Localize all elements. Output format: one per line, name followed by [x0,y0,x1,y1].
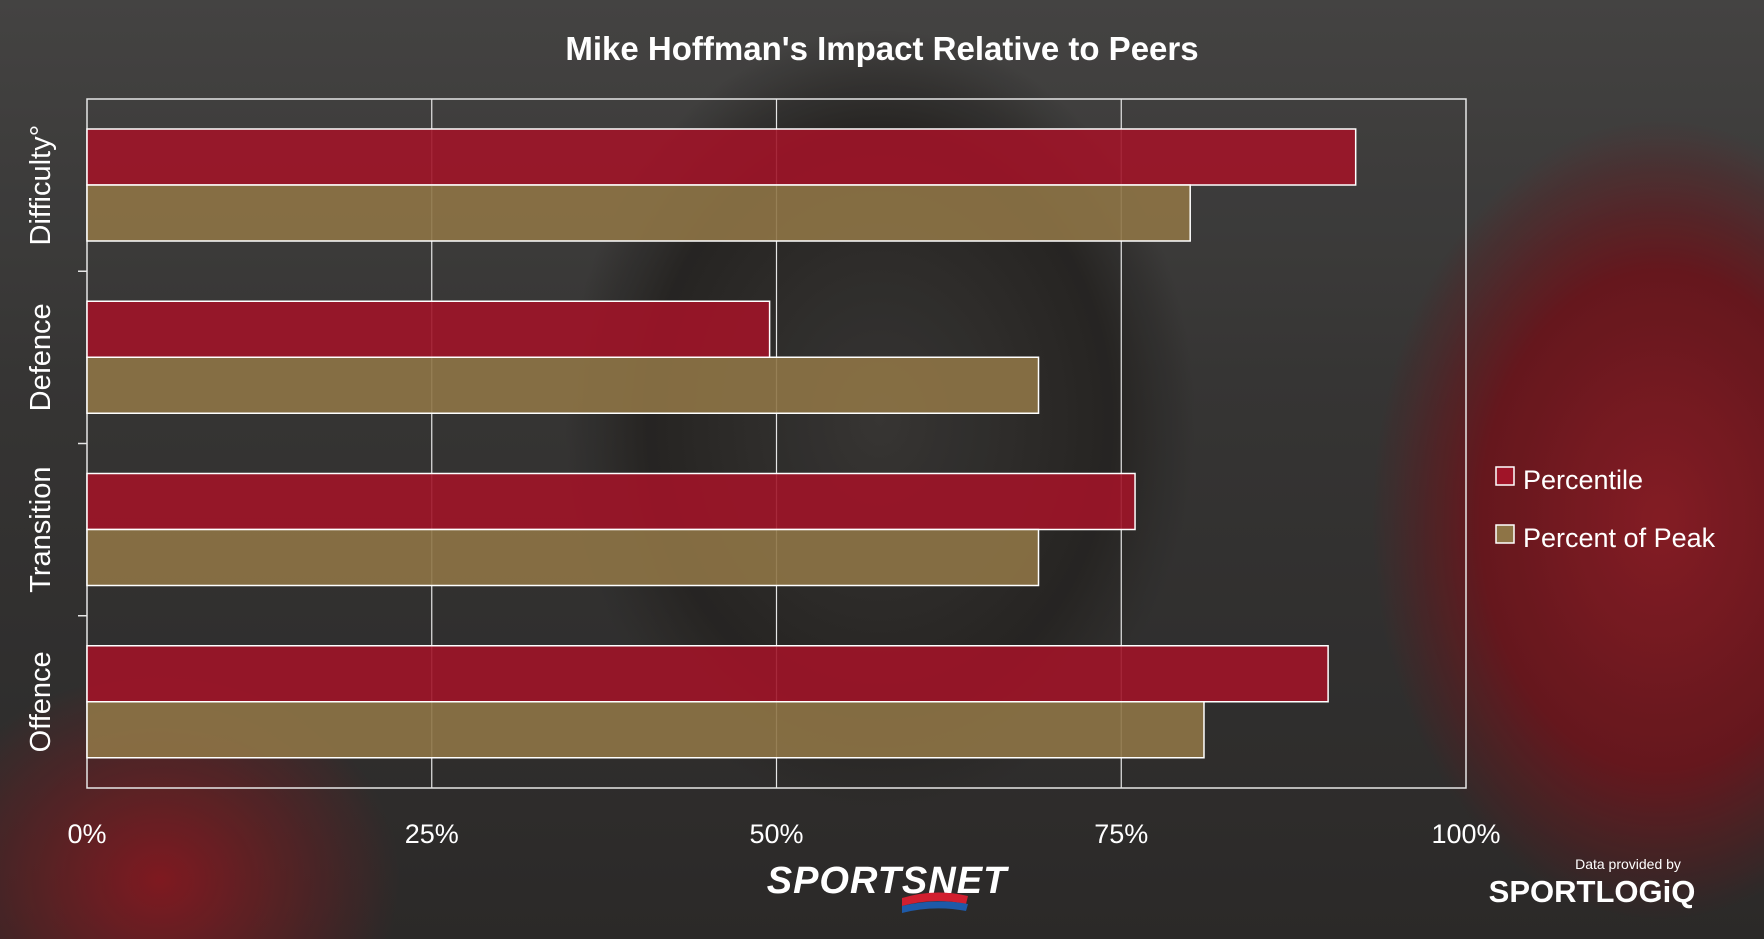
bar-percentile-difficulty [86,128,1357,186]
x-tick-label: 25% [405,819,459,849]
bar-percentile-transition [86,472,1136,531]
chart-title: Mike Hoffman's Impact Relative to Peers [565,30,1198,67]
sportlogiq-logo: Data provided by SPORTLOGiQ [1489,856,1696,909]
x-axis-ticks: 0% 25% 50% 75% 100% [67,819,1500,849]
bar-percent-of-peak-difficulty [86,184,1191,242]
legend-label-percent-of-peak: Percent of Peak [1523,523,1716,553]
y-category-label: Defence [25,303,57,411]
y-category-label: Transition [25,466,57,592]
y-category-label: Offence [25,651,57,752]
sportlogiq-wordmark: SPORTLOGiQ [1489,874,1696,909]
bar-percent-of-peak-defence [86,356,1040,414]
bar-percent-of-peak-transition [86,528,1040,587]
legend: Percentile Percent of Peak [1495,465,1716,553]
y-axis-categories: Difficulty° Defence Transition Offence [25,125,87,752]
sportsnet-wordmark: SPORTSNET [767,860,1009,902]
x-tick-label: 100% [1431,819,1500,849]
bars [86,128,1357,759]
legend-swatch-percentile [1495,466,1515,486]
sportsnet-swoosh-blue [902,901,968,913]
x-tick-label: 0% [67,819,106,849]
legend-swatch-percent-of-peak [1495,524,1515,544]
bar-percentile-offence [86,645,1329,703]
sportsnet-logo: SPORTSNET [767,860,1009,913]
legend-label-percentile: Percentile [1523,465,1643,495]
x-tick-label: 75% [1094,819,1148,849]
sportsnet-swoosh-red [902,892,968,906]
x-tick-label: 50% [749,819,803,849]
bar-percentile-defence [86,300,771,358]
data-provided-caption: Data provided by [1575,856,1681,872]
bar-percent-of-peak-offence [86,701,1205,759]
y-category-label: Difficulty° [25,125,57,246]
